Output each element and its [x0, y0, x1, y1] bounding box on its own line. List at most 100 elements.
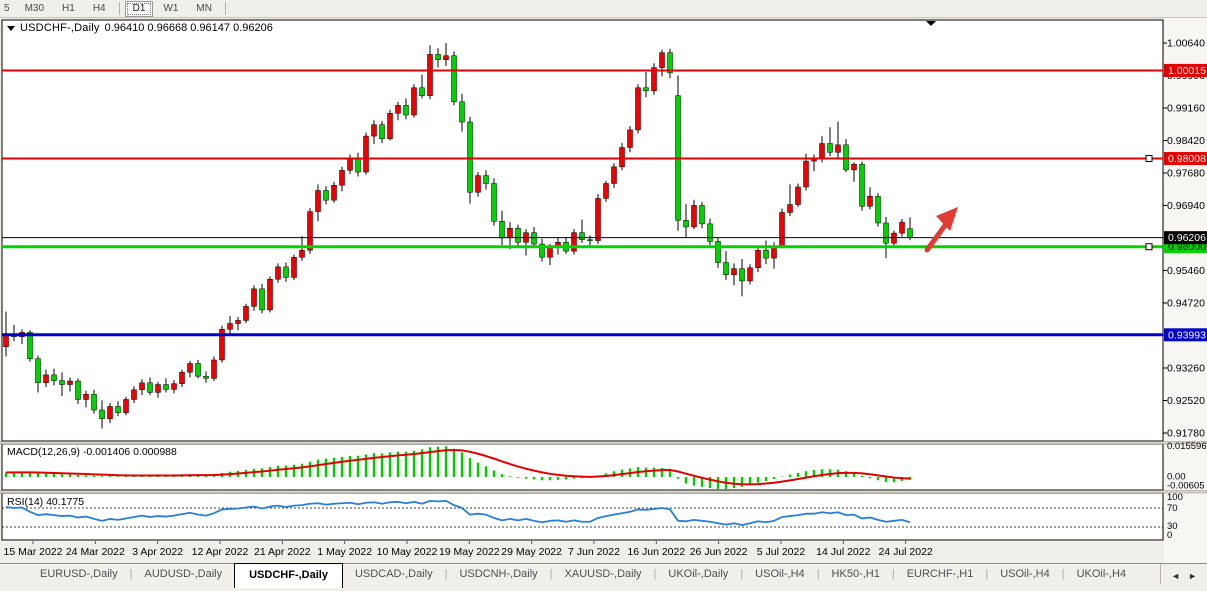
tab-usdcad-daily[interactable]: USDCAD-,Daily	[354, 568, 433, 580]
svg-text:0.96000: 0.96000	[1168, 241, 1206, 253]
candle-bearish	[763, 249, 769, 259]
timeframe-toolbar: 5 M30 H1 H4 D1 W1 MN	[0, 0, 1207, 18]
candle-bullish	[3, 334, 9, 348]
tab-usdcnh-daily[interactable]: USDCNH-,Daily	[459, 568, 538, 580]
symbol-menu-icon[interactable]	[7, 25, 15, 31]
chart-shift-marker-icon[interactable]	[926, 21, 936, 26]
candle-bearish	[419, 87, 425, 96]
candle-bearish	[99, 409, 105, 420]
pane-splitter[interactable]	[0, 490, 1207, 494]
candle-bearish	[435, 54, 441, 60]
timeframe-button-5[interactable]: 5	[4, 2, 10, 14]
price-badge-0.98008: 0.98008	[1164, 152, 1207, 166]
candle-bearish	[91, 393, 97, 411]
candle-bearish	[907, 228, 913, 238]
date-axis-labels: 15 Mar 2022 24 Mar 2022 3 Apr 2022 12 Apr 2…	[4, 541, 933, 558]
tab-eurusd-daily[interactable]: EURUSD-,Daily	[40, 568, 118, 580]
line-handle[interactable]	[1145, 243, 1153, 251]
candle-bearish	[451, 55, 457, 103]
candle-bullish	[795, 186, 801, 205]
tab-usoil-h4[interactable]: USOil-,H4	[755, 568, 805, 580]
tab-separator: |	[129, 568, 133, 580]
price-axis-label: 0.97680	[1167, 168, 1205, 180]
candle-bullish	[67, 380, 73, 385]
candle-bullish	[363, 135, 369, 173]
candle-bullish	[155, 384, 161, 393]
candle-bearish	[203, 375, 209, 379]
tab-eurchf-h1[interactable]: EURCHF-,H1	[906, 568, 974, 580]
date-axis-label: 24 Jul 2022	[878, 546, 932, 558]
macd-axis-label: 0.00	[1167, 472, 1186, 483]
tab-ukoil-h4[interactable]: UKOil-,H4	[1076, 568, 1127, 580]
candle-bullish	[339, 170, 345, 186]
candle-bearish	[147, 382, 153, 393]
date-axis-label: 5 Jul 2022	[757, 546, 806, 558]
candle-bearish	[163, 384, 169, 390]
candle-bearish	[323, 190, 329, 201]
price-axis-label: 0.92520	[1167, 395, 1205, 407]
chart-symbol-label: USDCHF-,Daily	[20, 22, 100, 34]
symbol-tabbar: EURUSD-,Daily | AUDUSD-,Daily USDCHF-,Daily…	[0, 563, 1207, 591]
price-badge-0.93993: 0.93993	[1164, 328, 1207, 342]
candle-bearish	[827, 143, 833, 153]
candle-bullish	[291, 256, 297, 278]
timeframe-button-h4[interactable]: H4	[92, 2, 106, 14]
tab-scroll-left-icon[interactable]: ◄	[1171, 571, 1181, 581]
date-axis-label: 12 Apr 2022	[192, 546, 249, 558]
candle-bullish	[571, 232, 577, 252]
svg-text:0.93993: 0.93993	[1168, 329, 1206, 341]
price-axis-label: 0.93260	[1167, 363, 1205, 375]
tab-ukoil-daily[interactable]: UKOil-,Daily	[668, 568, 729, 580]
timeframe-button-h1[interactable]: H1	[62, 2, 75, 14]
line-handle[interactable]	[1145, 155, 1153, 163]
pane-splitter[interactable]	[0, 441, 1207, 445]
timeframe-button-w1[interactable]: W1	[163, 2, 179, 14]
svg-text:0.96206: 0.96206	[1168, 232, 1206, 244]
date-axis-label: 1 May 2022	[317, 546, 372, 558]
trend-arrow-object[interactable]	[924, 207, 958, 253]
price-axis-label: 0.95460	[1167, 265, 1205, 277]
candle-bearish	[491, 183, 497, 222]
price-axis-label: 0.98420	[1167, 135, 1205, 147]
tab-usoil-h4[interactable]: USOil-,H4	[1000, 568, 1050, 580]
tab-separator: |	[1061, 568, 1065, 580]
candle-bearish	[739, 268, 745, 282]
price-axis-label: 0.94720	[1167, 298, 1205, 310]
candle-bullish	[755, 249, 761, 269]
candle-bearish	[875, 195, 881, 224]
chart-ohlc-values: 0.96410 0.96668 0.96147 0.96206	[104, 22, 273, 34]
candle-bullish	[331, 184, 337, 201]
tab-separator: |	[740, 568, 744, 580]
tab-audusd-daily[interactable]: AUDUSD-,Daily	[144, 568, 223, 580]
candle-bearish	[859, 163, 865, 207]
date-axis-label: 29 May 2022	[501, 546, 562, 558]
candle-bearish	[699, 205, 705, 225]
tab-scroll-right-icon[interactable]: ►	[1188, 571, 1197, 581]
tab-usdchf-daily[interactable]: USDCHF-,Daily	[234, 563, 343, 588]
candle-bullish	[219, 328, 225, 361]
candle-bullish	[595, 198, 601, 241]
candle-bearish	[75, 380, 81, 400]
candle-bearish	[883, 222, 889, 244]
candle-bullish	[235, 320, 241, 324]
pane-frame	[1, 443, 1164, 491]
timeframe-button-m30[interactable]: M30	[24, 2, 45, 14]
candle-bullish	[307, 211, 313, 251]
date-axis-label: 14 Jul 2022	[816, 546, 870, 558]
date-axis-label: 7 Jun 2022	[568, 546, 620, 558]
rsi-axis-label: 100	[1167, 492, 1183, 503]
timeframe-button-mn[interactable]: MN	[196, 2, 212, 14]
candle-bearish	[683, 220, 689, 228]
timeframe-button-d1[interactable]: D1	[124, 0, 154, 17]
candle-bearish	[843, 144, 849, 171]
macd-axis-label: -0.00605	[1167, 481, 1205, 492]
price-axis-label: 0.96940	[1167, 200, 1205, 212]
candle-bullish	[547, 247, 553, 258]
tab-hk50-h1[interactable]: HK50-,H1	[831, 568, 880, 580]
price-axis-strip[interactable]	[1164, 18, 1207, 563]
tab-xauusd-daily[interactable]: XAUUSD-,Daily	[564, 568, 642, 580]
candle-bullish	[275, 266, 281, 280]
candle-bearish	[51, 374, 57, 381]
price-axis-label: 1.00640	[1167, 38, 1205, 50]
